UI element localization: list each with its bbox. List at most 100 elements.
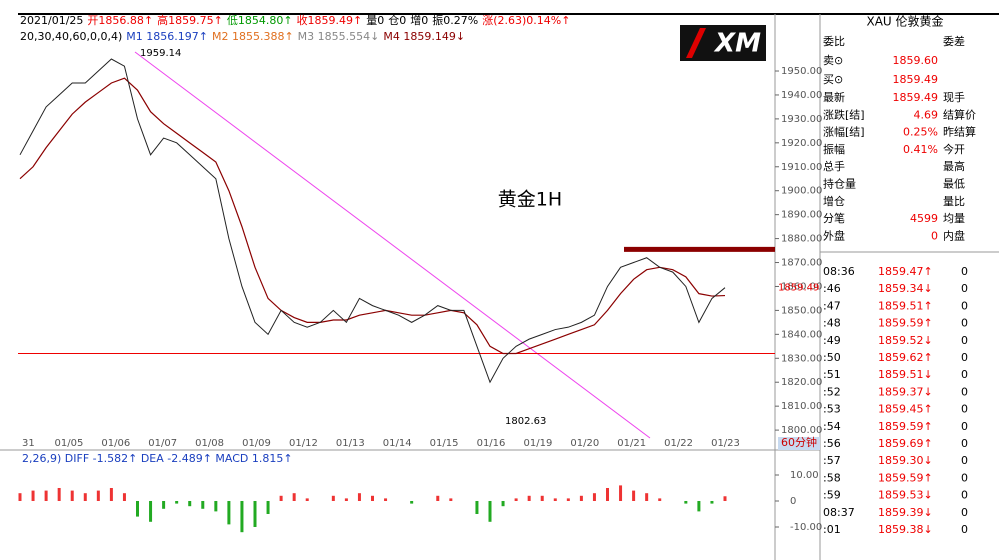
macd-bar xyxy=(31,490,35,501)
quote-label: 分笔 xyxy=(823,211,845,225)
tick-volume: 0 xyxy=(961,368,968,381)
macd-bar xyxy=(475,500,479,514)
quote-label: 涨跌[结] xyxy=(823,107,865,121)
quote-label: 买⊙ xyxy=(823,73,843,86)
tick-price: 1859.59↑ xyxy=(878,471,933,484)
x-tick-label: 01/22 xyxy=(664,438,693,449)
y-tick-label: 1950.00 xyxy=(781,66,822,77)
y-tick-label: 1880.00 xyxy=(781,234,822,245)
tick-price: 1859.52↓ xyxy=(878,334,933,347)
tick-volume: 0 xyxy=(961,403,968,416)
tick-volume: 0 xyxy=(961,317,968,330)
macd-bar xyxy=(501,500,505,507)
macd-bar xyxy=(579,495,583,501)
quote-label: 最新 xyxy=(823,90,845,104)
macd-bar xyxy=(684,500,688,504)
macd-bar xyxy=(44,490,48,501)
quote-value: 4599 xyxy=(910,212,938,225)
tick-time: :58 xyxy=(823,471,841,484)
info-item: 涨(2.63)0.14%↑ xyxy=(482,14,570,27)
info-item: 仓0 xyxy=(388,13,406,27)
macd-bar xyxy=(514,498,518,501)
macd-bar xyxy=(619,485,623,501)
macd-bar xyxy=(658,498,662,501)
low-label: 1802.63 xyxy=(505,416,546,427)
y-tick-label: 1800.00 xyxy=(781,425,822,436)
macd-bar xyxy=(292,493,296,501)
quote-label: 持仓量 xyxy=(823,177,856,191)
x-tick-label: 01/19 xyxy=(523,438,552,449)
macd-bar xyxy=(136,500,139,517)
tick-volume: 0 xyxy=(961,351,968,364)
tick-time: :50 xyxy=(823,351,841,364)
y-tick-label: 1850.00 xyxy=(781,305,822,316)
macd-bar xyxy=(18,493,22,501)
y-tick-label: 1810.00 xyxy=(781,401,822,412)
tick-price: 1859.37↓ xyxy=(878,385,933,398)
tick-time: :52 xyxy=(823,385,841,398)
quote-label2: 均量 xyxy=(943,212,965,225)
quote-label: 振幅 xyxy=(823,142,845,156)
quote-label2: 内盘 xyxy=(943,228,965,242)
macd-bar xyxy=(449,498,453,501)
tick-time: :57 xyxy=(823,454,841,467)
tick-volume: 0 xyxy=(961,299,968,312)
tick-time: :47 xyxy=(823,299,841,312)
x-tick-label: 01/09 xyxy=(242,438,271,449)
x-tick-label: 01/14 xyxy=(383,438,412,449)
macd-bar xyxy=(697,500,701,512)
info-item: 低1854.80↑ xyxy=(227,14,293,27)
macd-bar xyxy=(83,493,87,501)
x-tick-label: 01/07 xyxy=(148,438,177,449)
last-price: 1859.49 xyxy=(778,283,819,294)
x-tick-label: 01/12 xyxy=(289,438,318,449)
quote-label2: 结算价 xyxy=(943,107,976,121)
quote-label2: 昨结算 xyxy=(943,125,976,139)
macd-bar xyxy=(488,500,492,522)
macd-bar xyxy=(305,498,309,501)
ma-line xyxy=(19,77,726,355)
quote-title: XAU 伦敦黄金 xyxy=(866,14,943,29)
info-item: 量0 xyxy=(366,14,384,27)
tick-volume: 0 xyxy=(961,334,968,347)
y-tick-label: 1890.00 xyxy=(781,210,822,221)
macd-tick-label: 10.00 xyxy=(790,470,819,481)
tick-time: :56 xyxy=(823,437,841,450)
macd-header: 2,26,9) DIFF -1.582↑ DEA -2.489↑ MACD 1.… xyxy=(22,452,293,465)
info-item: M1 1856.197↑ xyxy=(126,30,208,43)
quote-label2: 今开 xyxy=(943,142,965,156)
quote-value: 0.25% xyxy=(903,126,938,139)
quote-value: 1859.49 xyxy=(893,73,939,86)
info-item: 高1859.75↑ xyxy=(157,13,223,27)
info-item: 20,30,40,60,0,0,4) xyxy=(20,30,122,43)
tick-price: 1859.45↑ xyxy=(878,403,933,416)
logo-slash xyxy=(686,28,706,58)
tick-time: :59 xyxy=(823,489,841,502)
macd-bar xyxy=(201,500,205,509)
x-tick-label: 01/23 xyxy=(711,438,740,449)
x-tick-label: 01/16 xyxy=(477,438,506,449)
y-tick-label: 1940.00 xyxy=(781,90,822,101)
trend-line xyxy=(134,51,651,439)
x-tick-label: 01/15 xyxy=(430,438,459,449)
y-tick-label: 1870.00 xyxy=(781,258,822,269)
tick-time: :46 xyxy=(823,282,841,295)
info-item: 2021/01/25 xyxy=(20,14,83,27)
high-label: 1959.14 xyxy=(140,48,181,59)
tick-volume: 0 xyxy=(961,420,968,433)
tick-time: :01 xyxy=(823,523,841,536)
tick-volume: 0 xyxy=(961,437,968,450)
tick-volume: 0 xyxy=(961,471,968,484)
macd-bar xyxy=(723,496,727,501)
macd-bar xyxy=(710,500,714,504)
tick-price: 1859.62↑ xyxy=(878,351,933,364)
tick-time: :53 xyxy=(823,403,841,416)
info-line: 2021/01/25 开1856.88↑ 高1859.75↑ 低1854.80↑ 收18… xyxy=(20,13,570,27)
quote-value: 0.41% xyxy=(903,143,938,156)
info-item: 开1856.88↑ xyxy=(87,14,153,27)
quote-label: 涨幅[结] xyxy=(823,126,865,139)
macd-bar xyxy=(344,498,348,501)
quote-label2: 委差 xyxy=(943,34,965,48)
macd-bar xyxy=(214,500,218,512)
